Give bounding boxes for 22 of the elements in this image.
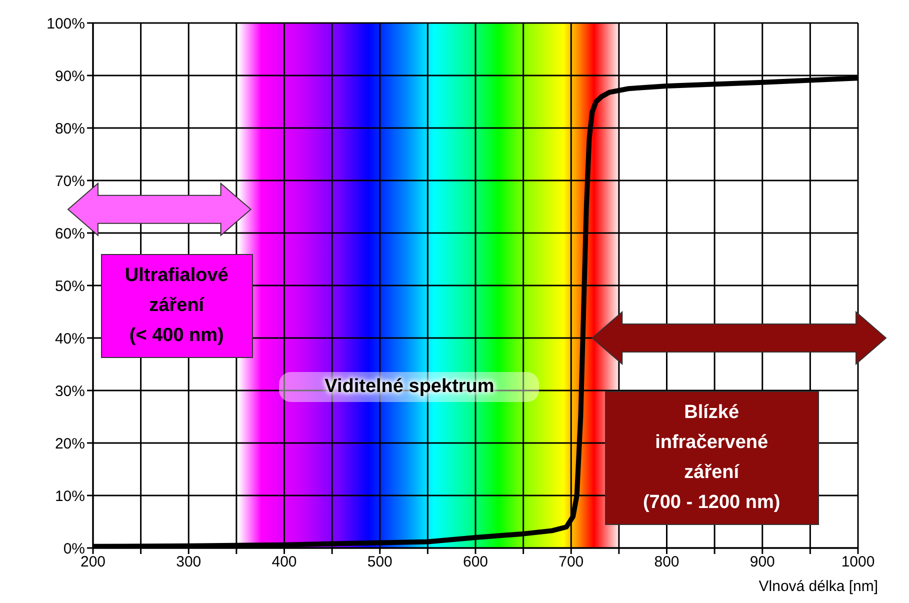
text-box: Ultrafialové záření (< 400 nm) bbox=[100, 254, 253, 358]
x-tick-label: 700 bbox=[558, 554, 584, 571]
text-glow: Viditelné spektrum bbox=[279, 372, 540, 402]
y-tick-label: 70% bbox=[54, 172, 85, 190]
x-tick-label: 600 bbox=[462, 554, 488, 571]
y-tick-label: 30% bbox=[54, 382, 85, 400]
x-tick-label: 1000 bbox=[841, 554, 875, 571]
y-tick-label: 50% bbox=[54, 278, 85, 295]
x-tick-label: 800 bbox=[654, 554, 680, 571]
x-tick-label: 500 bbox=[367, 554, 392, 571]
y-tick-label: 100% bbox=[46, 15, 85, 32]
y-tick-label: 10% bbox=[54, 488, 85, 505]
x-tick-label: 400 bbox=[272, 554, 297, 571]
y-tick-label: 90% bbox=[54, 68, 85, 85]
text-box: Blízké infračervené záření (700 - 1200 nm) bbox=[604, 390, 819, 524]
x-axis-title: Vlnová délka [nm] bbox=[758, 578, 878, 595]
x-tick-label: 300 bbox=[176, 554, 202, 571]
y-tick-label: 20% bbox=[54, 435, 85, 452]
y-tick-label: 80% bbox=[54, 120, 85, 138]
y-tick-label: 60% bbox=[54, 225, 85, 242]
y-tick-label: 40% bbox=[54, 330, 85, 348]
x-tick-label: 900 bbox=[750, 554, 775, 571]
